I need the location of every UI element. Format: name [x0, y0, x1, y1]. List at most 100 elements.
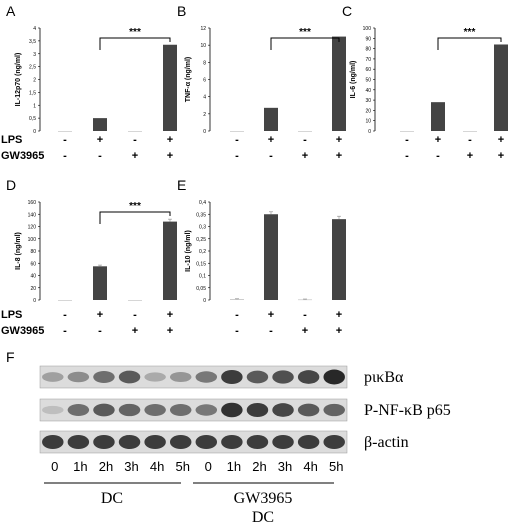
panel-label-F: F [6, 349, 15, 365]
y-tick-label: 2 [203, 112, 206, 118]
y-tick-label: 50 [365, 78, 371, 84]
blot-label-p65: P-NF-κB p65 [364, 402, 451, 419]
panel-label-C: C [342, 3, 352, 19]
y-tick-label: 4 [203, 95, 206, 101]
significance-bracket [99, 211, 171, 224]
timepoint-label: 5h [329, 459, 343, 474]
lps-sign: - [405, 134, 409, 146]
y-tick-label: 2 [33, 78, 36, 84]
y-tick-label: 120 [28, 225, 37, 231]
y-axis-label: TNF-α (ng/ml) [185, 57, 192, 103]
y-tick-label: 20 [30, 286, 36, 292]
gw-sign: - [98, 150, 102, 162]
y-tick-label: 30 [365, 98, 371, 104]
y-tick-label: 6 [203, 78, 206, 84]
blot-band [221, 402, 243, 418]
y-tick-label: 0,15 [196, 261, 206, 267]
bar-4 [163, 221, 177, 300]
lps-sign: - [63, 309, 67, 321]
gw-sign: + [167, 325, 173, 337]
blot-band [323, 403, 345, 417]
blot-band [272, 434, 294, 450]
gw-sign: - [98, 325, 102, 337]
panel-label-D: D [6, 177, 16, 193]
gw-sign: - [63, 325, 67, 337]
bar-2 [93, 266, 107, 300]
lps-sign: + [336, 134, 342, 146]
significance-bracket [270, 37, 340, 50]
timepoint-label: 0 [205, 459, 212, 474]
gw-sign: + [132, 325, 138, 337]
bar-2 [264, 107, 278, 131]
lps-sign: + [97, 134, 103, 146]
gw-sign: + [302, 325, 308, 337]
y-tick-label: 100 [28, 237, 37, 243]
blot-band [93, 403, 115, 417]
group-label-gw3965: GW3965 [234, 490, 293, 507]
chart-D: 0 20 40 60 80 100 120 140 160 IL-8 (ng/ml) *** [15, 200, 177, 304]
y-tick-label: 0,2 [199, 249, 206, 255]
y-tick-label: 80 [30, 249, 36, 255]
panel-label-E: E [177, 177, 186, 193]
panel-label-B: B [177, 3, 186, 19]
gw-sign: - [269, 150, 273, 162]
y-tick-label: 3 [33, 52, 36, 58]
blot-band [144, 404, 166, 416]
significance-bracket [437, 37, 502, 50]
blot-strip-bg [39, 365, 348, 389]
blot-band [221, 434, 243, 450]
blot-band [67, 371, 90, 383]
blot-band [169, 371, 192, 383]
timepoint-label: 1h [73, 459, 87, 474]
y-tick-label: 0,4 [199, 200, 206, 206]
chart-B: 0 2 4 6 8 10 12 TNF-α (ng/ml) *** [185, 26, 346, 135]
timepoint-label: 3h [124, 459, 138, 474]
condition-rows: - - + - - + + + - - + - - + + + - - + - - + + + - - + - - + + + - - + - - + + +… [1, 134, 504, 337]
y-tick-label: 12 [200, 26, 206, 32]
blot-band [297, 370, 320, 384]
gw-sign: - [235, 150, 239, 162]
gw-sign: + [167, 150, 173, 162]
significance-bracket [99, 37, 171, 50]
y-tick-label: 0 [203, 129, 206, 135]
lps-sign: - [235, 309, 239, 321]
y-tick-label: 0 [33, 298, 36, 304]
lps-sign: - [133, 309, 137, 321]
blot-band [272, 370, 294, 384]
timepoint-label: 0 [51, 459, 58, 474]
blot-band [323, 434, 345, 450]
blot-band [93, 371, 115, 383]
gw-sign: - [405, 150, 409, 162]
timepoint-label: 2h [252, 459, 266, 474]
y-tick-label: 0,35 [196, 212, 206, 218]
group-label-dc: DC [101, 490, 123, 507]
blot-band [67, 434, 90, 450]
blot-band [195, 404, 218, 416]
bar-3 [128, 131, 142, 132]
chart-E: 0 0,05 0,1 0,15 0,2 0,25 0,3 0,35 0,4 IL-10 (ng/m… [185, 200, 346, 304]
blot-strip-2 [39, 398, 348, 422]
blot-strip-bg [39, 398, 348, 422]
blot-band [246, 402, 269, 418]
gw-sign: + [302, 150, 308, 162]
lps-sign: + [498, 134, 504, 146]
y-tick-label: 0,25 [196, 237, 206, 243]
panel-label-A: A [6, 3, 16, 19]
y-tick-label: 0 [33, 129, 36, 135]
blot-band [144, 372, 166, 382]
gw-sign: - [235, 325, 239, 337]
significance-stars: *** [464, 27, 476, 38]
blot-band [297, 403, 320, 417]
bar-charts: 0 0,5 1 1,5 2 2,5 3 3,5 4 IL-12p70 (ng/ml) *** 0 2 4 6… [15, 26, 508, 304]
y-tick-label: 1,5 [29, 90, 36, 96]
bar-2 [93, 118, 107, 131]
gw-sign: - [436, 150, 440, 162]
bar-4 [332, 36, 346, 132]
lps-sign: - [303, 134, 307, 146]
blot-strip-3 [39, 430, 348, 454]
y-tick-label: 70 [365, 57, 371, 63]
timepoint-label: 4h [150, 459, 164, 474]
bar-3 [128, 300, 142, 301]
y-tick-label: 1 [33, 103, 36, 109]
